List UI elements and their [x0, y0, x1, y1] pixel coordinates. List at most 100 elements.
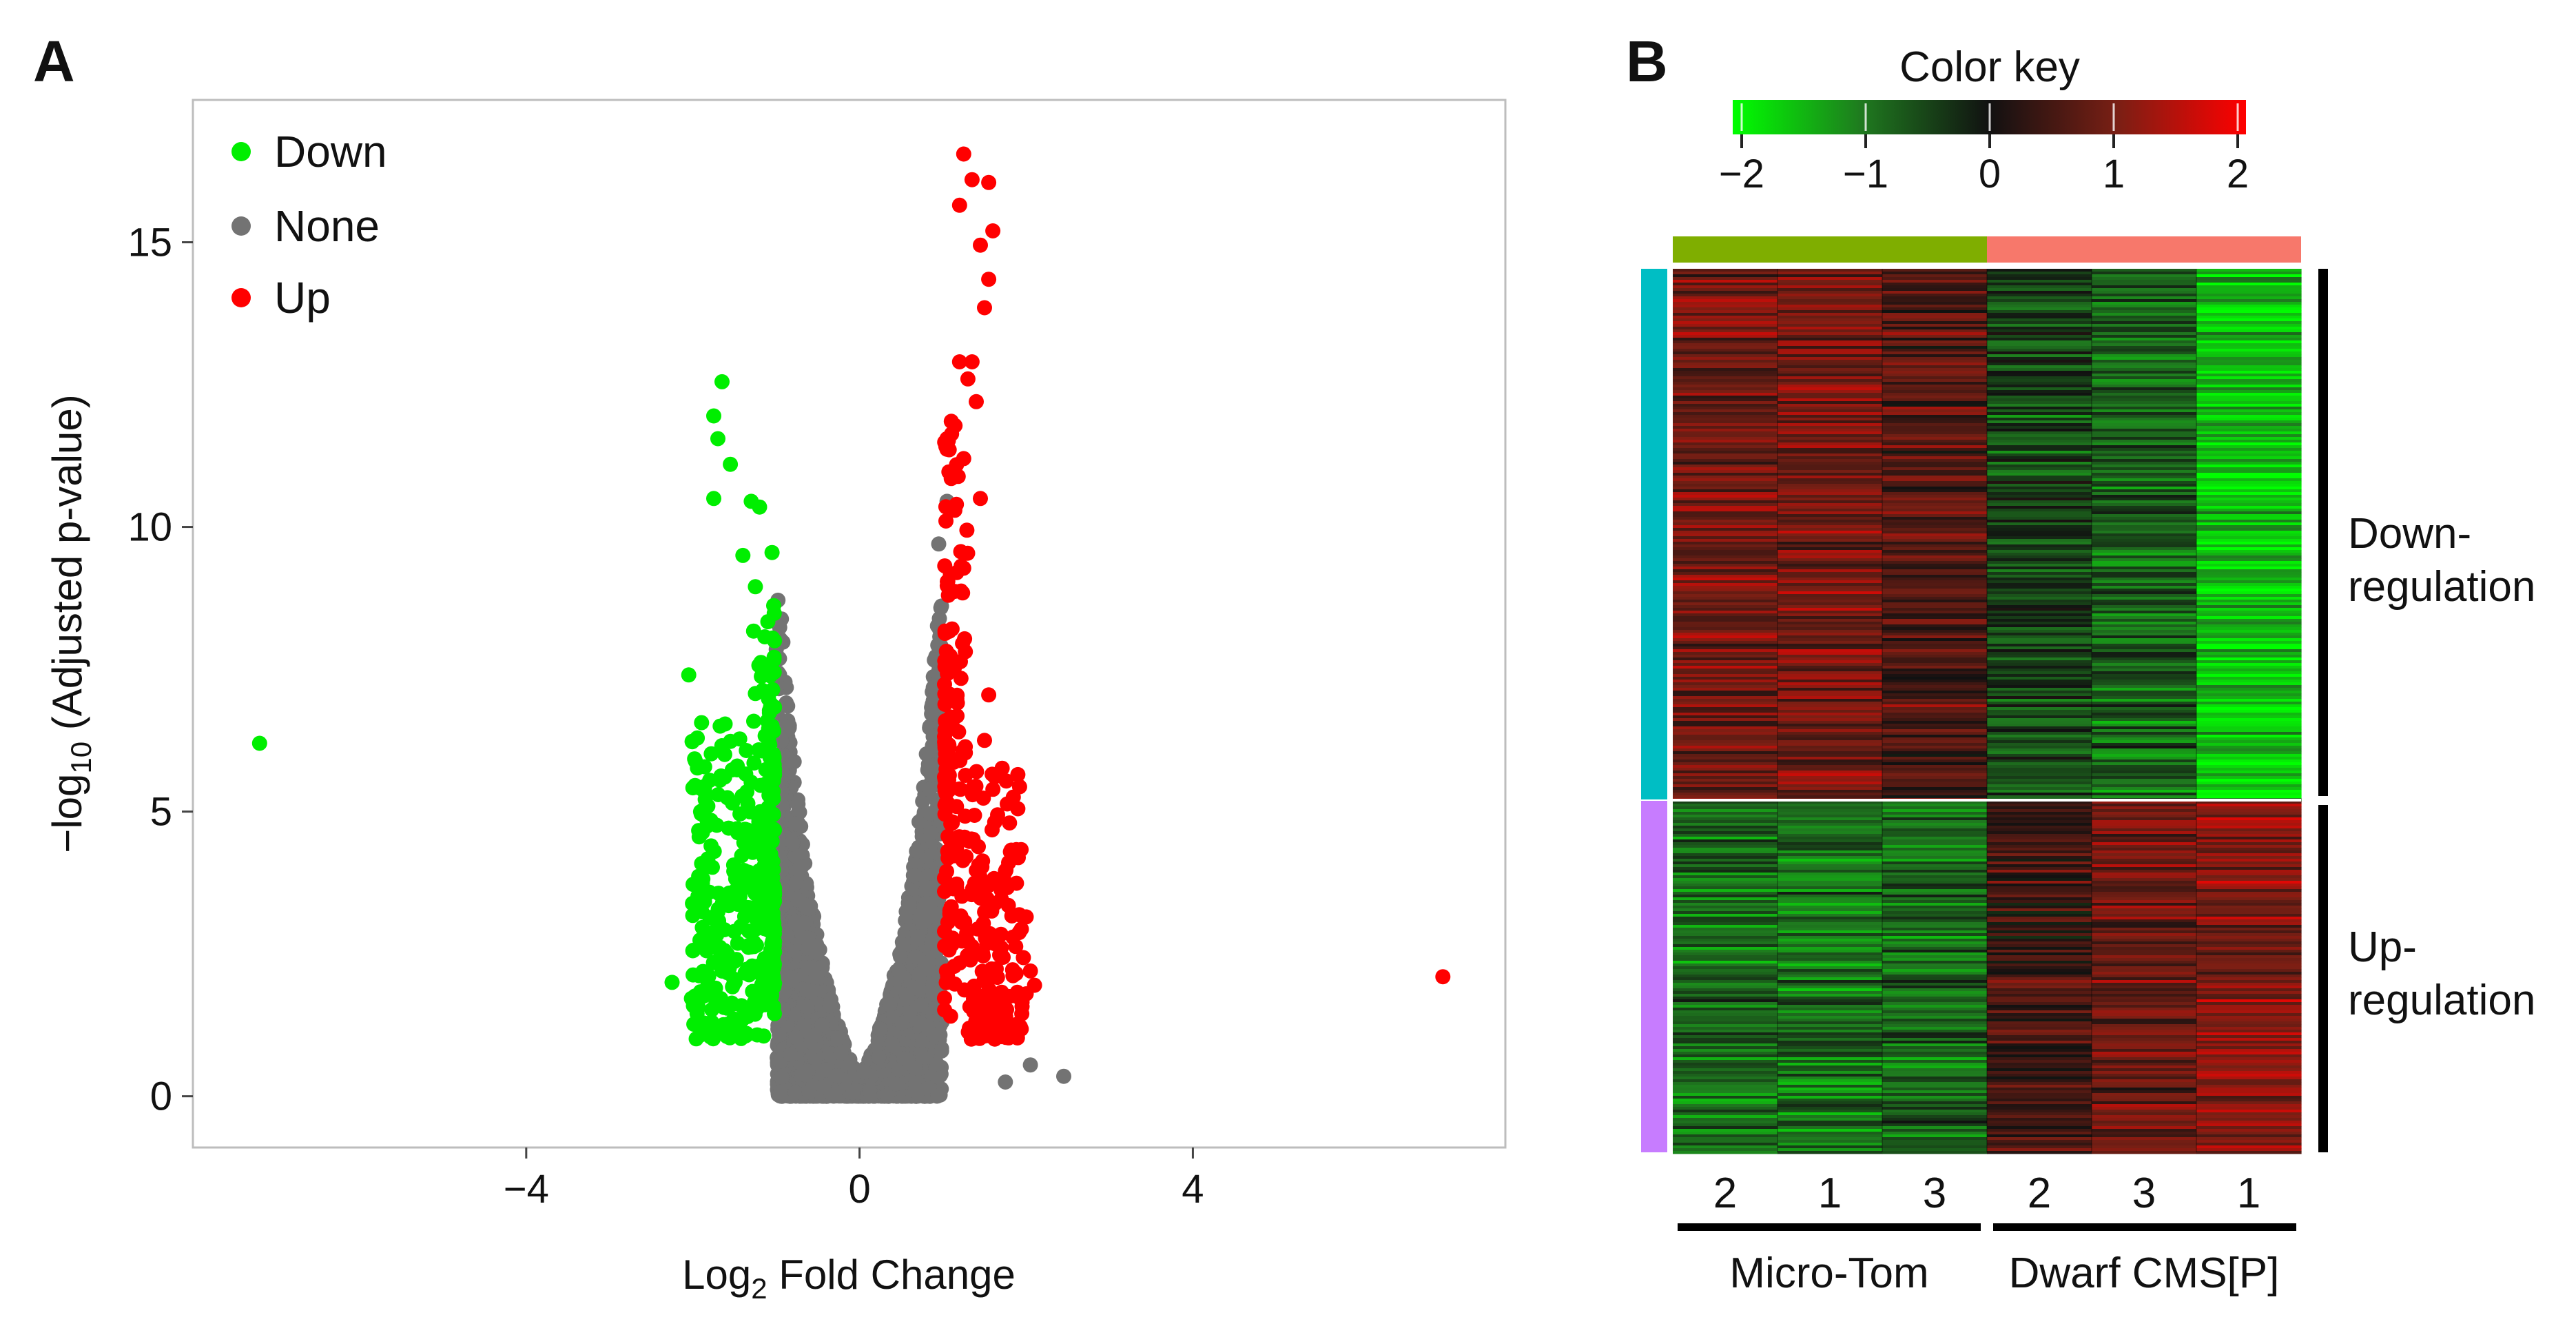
heatmap-cell — [1987, 952, 2092, 956]
heatmap-cell — [1882, 374, 1988, 377]
heatmap-cell — [1673, 892, 1778, 895]
heatmap-cell — [1882, 589, 1988, 592]
heatmap-cell — [1987, 376, 2092, 380]
heatmap-cell — [2196, 522, 2302, 526]
heatmap-cell — [1778, 387, 1883, 391]
heatmap-cell — [2092, 324, 2197, 327]
heatmap-cell — [1778, 613, 1883, 617]
heatmap-cell — [2092, 917, 2197, 920]
heatmap-cell — [1882, 680, 1988, 683]
heatmap-cell — [1882, 453, 1988, 457]
point-none — [887, 1076, 903, 1092]
heatmap-cell — [2092, 669, 2197, 672]
heatmap-cell — [1673, 831, 1778, 835]
heatmap-cell — [1882, 564, 1988, 567]
heatmap-cell — [1882, 704, 1988, 708]
heatmap-cell — [2092, 357, 2197, 360]
heatmap-cell — [1882, 842, 1988, 846]
heatmap-cell — [2092, 448, 2197, 451]
heatmap-cell — [2092, 856, 2197, 859]
heatmap-cell — [1673, 966, 1778, 970]
point-down — [746, 713, 761, 729]
point-down — [737, 822, 753, 837]
heatmap-cell — [1778, 393, 1883, 396]
heatmap-cell — [1882, 622, 1988, 625]
heatmap-cell — [2092, 693, 2197, 697]
heatmap-cell — [1882, 288, 1988, 292]
heatmap-cell — [1987, 363, 2092, 366]
point-none — [822, 998, 838, 1014]
heatmap-cell — [1673, 806, 1778, 810]
point-none — [907, 857, 923, 873]
heatmap-cell — [2092, 539, 2197, 542]
heatmap-cell — [1673, 459, 1778, 462]
heatmap-cell — [1673, 324, 1778, 327]
heatmap-cell — [1673, 691, 1778, 694]
heatmap-cell — [1778, 680, 1883, 683]
heatmap-cell — [1778, 655, 1883, 658]
heatmap-cell — [1987, 663, 2092, 666]
heatmap-cell — [1673, 638, 1778, 642]
heatmap-cell — [2196, 426, 2302, 429]
heatmap-cell — [1882, 608, 1988, 611]
heatmap-cell — [1673, 928, 1778, 931]
point-up — [977, 300, 992, 316]
heatmap-cell — [2196, 393, 2302, 396]
heatmap-cell — [2196, 768, 2302, 771]
heatmap-cell — [1778, 875, 1883, 879]
heatmap-cell — [1673, 757, 1778, 760]
heatmap-cell — [1778, 575, 1883, 578]
point-up — [1000, 897, 1016, 913]
point-down — [710, 787, 726, 802]
heatmap-cell — [2092, 365, 2197, 369]
heatmap-cell — [2196, 299, 2302, 303]
heatmap-cell — [1778, 484, 1883, 487]
heatmap-cell — [1673, 674, 1778, 677]
heatmap-cell — [1673, 939, 1778, 942]
heatmap-cell — [1987, 627, 2092, 631]
heatmap-cell — [1882, 693, 1988, 697]
heatmap-cell — [2196, 977, 2302, 981]
heatmap-cell — [1987, 420, 2092, 424]
point-up — [956, 451, 971, 467]
point-none — [909, 844, 925, 859]
point-up — [960, 371, 976, 387]
point-down — [712, 718, 728, 734]
heatmap-cell — [1882, 815, 1988, 818]
heatmap-cell — [2196, 434, 2302, 438]
heatmap-cell — [2092, 407, 2197, 410]
heatmap-cell — [1987, 470, 2092, 473]
point-none — [806, 1028, 822, 1043]
point-none — [907, 868, 923, 884]
heatmap-cell — [1673, 409, 1778, 413]
heatmap-cell — [2196, 448, 2302, 451]
heatmap-cell — [2196, 704, 2302, 708]
heatmap-cell — [1882, 740, 1988, 744]
heatmap-cell — [1673, 564, 1778, 567]
heatmap-cell — [1673, 374, 1778, 377]
heatmap-cell — [1673, 569, 1778, 573]
heatmap-cell — [1778, 715, 1883, 719]
heatmap-cell — [1778, 627, 1883, 631]
heatmap-cell — [1987, 903, 2092, 906]
heatmap-cell — [2092, 842, 2197, 846]
heatmap-cell — [2196, 746, 2302, 749]
heatmap-cell — [2196, 663, 2302, 666]
heatmap-cell — [1778, 895, 1883, 898]
heatmap-cell — [2196, 442, 2302, 446]
heatmap-cell — [1673, 864, 1778, 868]
heatmap-cell — [2092, 718, 2197, 722]
heatmap-cell — [2092, 704, 2197, 708]
heatmap-cell — [2092, 583, 2197, 586]
point-none — [862, 1083, 878, 1099]
heatmap-cell — [1673, 696, 1778, 700]
heatmap-cell — [1987, 340, 2092, 344]
heatmap-cell — [1673, 431, 1778, 435]
heatmap-cell — [2196, 321, 2302, 325]
heatmap-cell — [1778, 793, 1883, 796]
heatmap-cell — [1673, 740, 1778, 744]
heatmap-cell — [1882, 765, 1988, 768]
heatmap-cell — [1673, 837, 1778, 840]
heatmap-cell — [2092, 644, 2197, 647]
heatmap-cell — [2092, 944, 2197, 948]
